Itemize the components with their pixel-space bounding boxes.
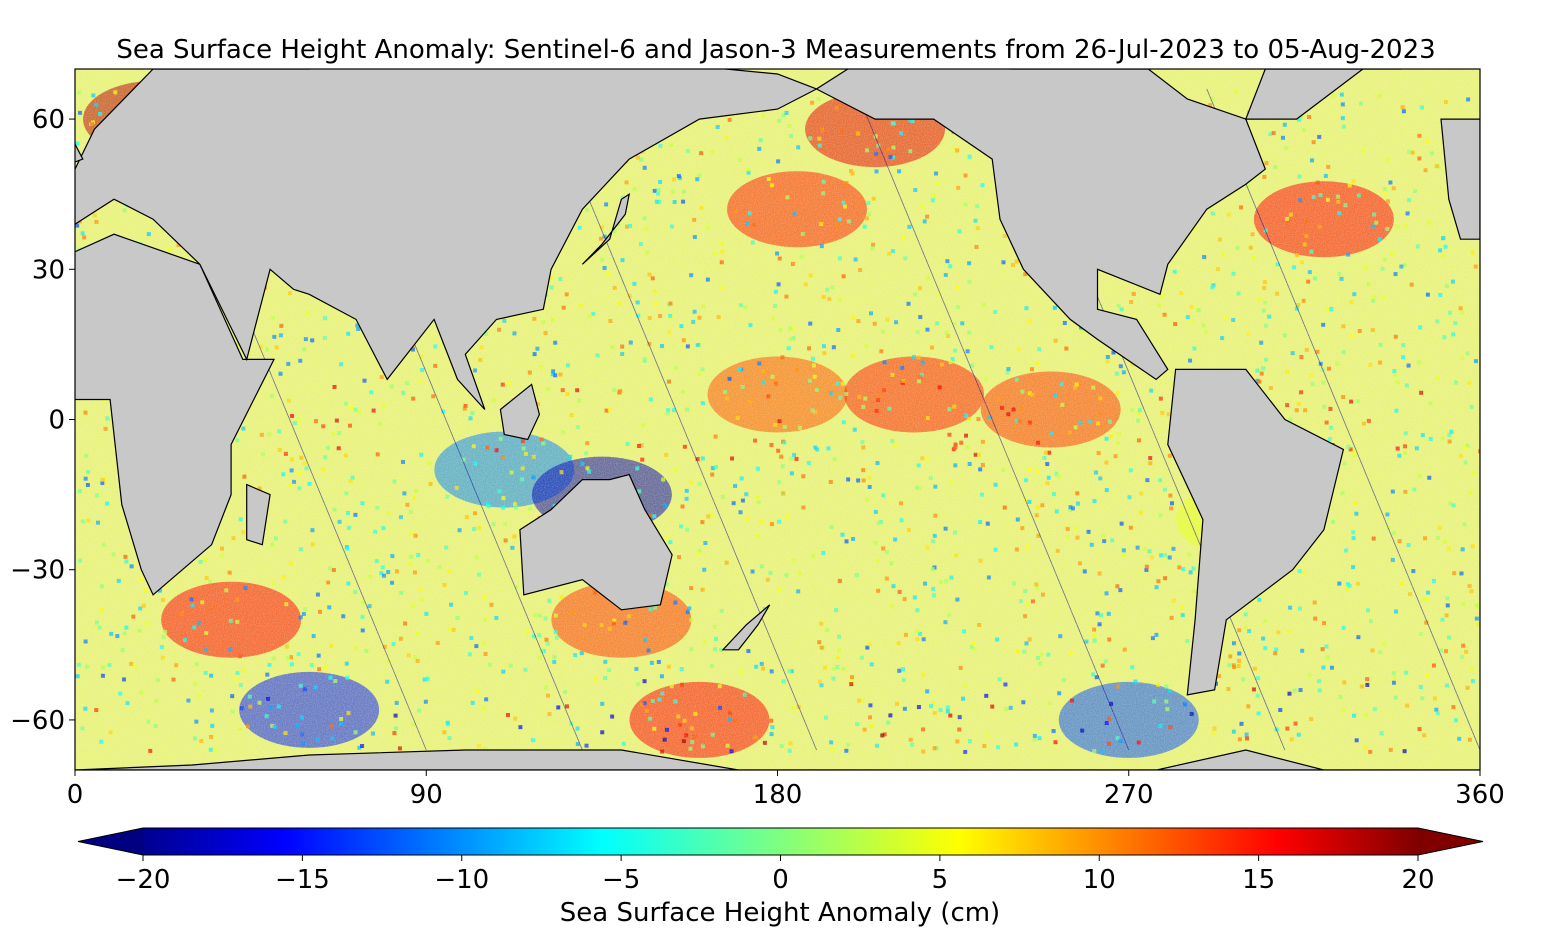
continent-australia (519, 473, 673, 611)
y-tick-label: −30 (10, 556, 65, 586)
continent-europe-west-edge (1440, 118, 1480, 240)
continents (75, 69, 1480, 770)
continent-north-america (815, 69, 1267, 381)
colorbar-tick-label: 15 (1242, 865, 1275, 895)
continent-south-america (1167, 368, 1345, 696)
colorbar: −20 −15 −10 −5 0 5 10 15 20 Sea Surface Height A… (77, 827, 1484, 928)
colorbar-tick-label: −15 (275, 865, 330, 895)
x-tick-label: 90 (410, 780, 443, 810)
continent-europe-asia (75, 69, 818, 410)
island-borneo (499, 383, 541, 441)
y-tick-label: 30 (32, 255, 65, 285)
island-japan (581, 192, 631, 265)
colorbar-high-extension (1418, 828, 1483, 855)
island-new-zealand (721, 604, 771, 651)
y-tick-label: −60 (10, 706, 65, 736)
island-madagascar (246, 483, 271, 546)
island-uk (75, 142, 84, 163)
x-tick-label: 270 (1104, 780, 1154, 810)
x-tick-label: 180 (753, 780, 803, 810)
map-plot-area (75, 69, 1480, 770)
y-tick-label: 0 (48, 406, 65, 436)
colorbar-low-extension (78, 828, 143, 855)
continent-greenland (1244, 69, 1402, 120)
colorbar-gradient (143, 828, 1418, 855)
colorbar-tick-label: −10 (434, 865, 489, 895)
colorbar-ticks: −20 −15 −10 −5 0 5 10 15 20 (116, 855, 1435, 895)
y-tick-label: 60 (32, 105, 65, 135)
colorbar-tick-label: −20 (116, 865, 171, 895)
colorbar-tick-label: 0 (772, 865, 789, 895)
x-tick-label: 0 (67, 780, 84, 810)
colorbar-tick-label: −5 (602, 865, 640, 895)
colorbar-tick-label: 5 (932, 865, 949, 895)
x-tick-label: 360 (1455, 780, 1505, 810)
colorbar-label: Sea Surface Height Anomaly (cm) (560, 898, 1000, 928)
continent-africa (75, 233, 275, 596)
continent-antarctica (75, 749, 1480, 770)
colorbar-tick-label: 10 (1083, 865, 1116, 895)
colorbar-tick-label: 20 (1401, 865, 1434, 895)
y-axis: 60 30 0 −30 −60 (10, 105, 75, 736)
chart-title: Sea Surface Height Anomaly: Sentinel-6 a… (116, 35, 1435, 65)
x-axis: 0 90 180 270 360 (67, 770, 1505, 810)
